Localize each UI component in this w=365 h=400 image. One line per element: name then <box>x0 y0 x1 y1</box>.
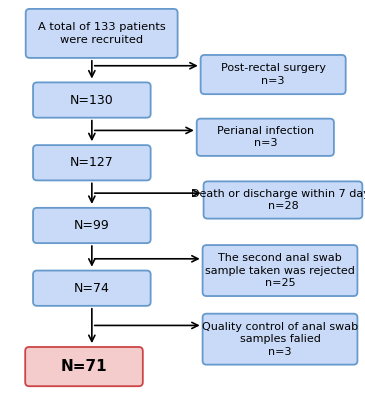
FancyBboxPatch shape <box>26 9 178 58</box>
Text: A total of 133 patients
were recruited: A total of 133 patients were recruited <box>38 22 165 45</box>
FancyBboxPatch shape <box>203 314 357 365</box>
FancyBboxPatch shape <box>197 119 334 156</box>
Text: N=74: N=74 <box>74 282 110 295</box>
FancyBboxPatch shape <box>33 82 151 118</box>
FancyBboxPatch shape <box>33 208 151 243</box>
Text: The second anal swab
sample taken was rejected
n=25: The second anal swab sample taken was re… <box>205 253 355 288</box>
FancyBboxPatch shape <box>204 181 362 219</box>
FancyBboxPatch shape <box>201 55 346 94</box>
Text: N=99: N=99 <box>74 219 110 232</box>
Text: Quality control of anal swab
samples falied
n=3: Quality control of anal swab samples fal… <box>202 322 358 356</box>
Text: Death or discharge within 7 days
n=28: Death or discharge within 7 days n=28 <box>191 189 365 211</box>
FancyBboxPatch shape <box>33 270 151 306</box>
FancyBboxPatch shape <box>33 145 151 180</box>
Text: N=130: N=130 <box>70 94 114 106</box>
Text: Perianal infection
n=3: Perianal infection n=3 <box>217 126 314 148</box>
Text: N=127: N=127 <box>70 156 114 169</box>
FancyBboxPatch shape <box>25 347 143 386</box>
Text: Post-rectal surgery
n=3: Post-rectal surgery n=3 <box>221 63 326 86</box>
Text: N=71: N=71 <box>61 359 107 374</box>
FancyBboxPatch shape <box>203 245 357 296</box>
